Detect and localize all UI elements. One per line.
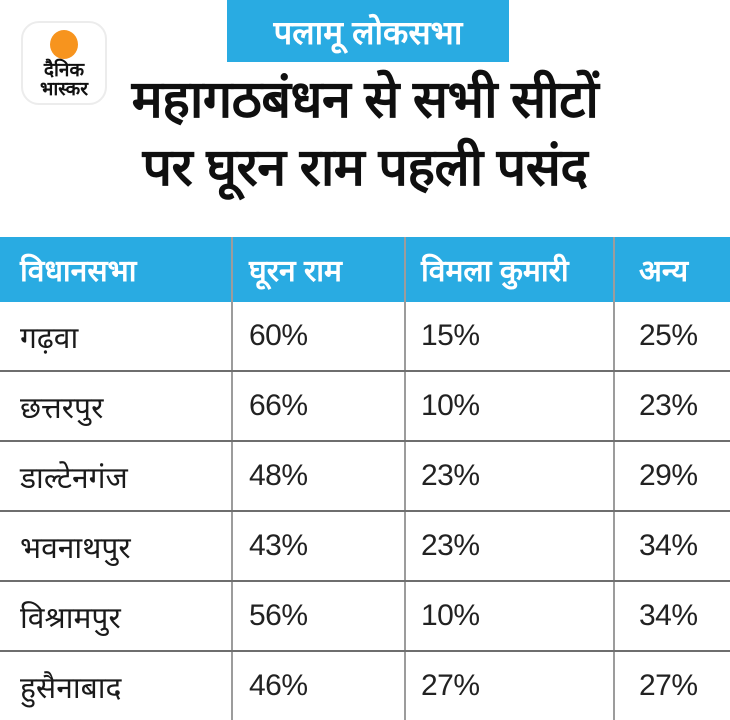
- value-ghuran-ram: 46%: [233, 652, 406, 720]
- value-others: 34%: [639, 599, 698, 632]
- table-row: गढ़वा 60% 15% 25%: [0, 302, 730, 370]
- table-row: हुसैनाबाद 46% 27% 27%: [0, 650, 730, 720]
- table-row: डाल्टेनगंज 48% 23% 29%: [0, 440, 730, 510]
- value-vimla-kumari: 23%: [406, 512, 615, 580]
- column-header-others: अन्य: [639, 255, 689, 288]
- assembly-name: गढ़वा: [0, 302, 233, 370]
- assembly-name: छत्तरपुर: [0, 372, 233, 440]
- value-others: 27%: [639, 669, 698, 702]
- headline-line2: पर घूरन राम पहली पसंद: [142, 139, 588, 197]
- assembly-name: भवनाथपुर: [0, 512, 233, 580]
- column-header-vimla-kumari: विमला कुमारी: [406, 237, 615, 302]
- headline-line1: महागठबंधन से सभी सीटों: [131, 71, 599, 129]
- value-others: 23%: [639, 389, 698, 422]
- column-header-ghuran-ram: घूरन राम: [233, 237, 406, 302]
- value-vimla-kumari: 23%: [406, 442, 615, 510]
- value-ghuran-ram: 48%: [233, 442, 406, 510]
- constituency-badge: पलामू लोकसभा: [227, 0, 509, 62]
- assembly-name: हुसैनाबाद: [0, 652, 233, 720]
- table-header-row: विधानसभा घूरन राम विमला कुमारी अन्य: [0, 237, 730, 302]
- assembly-name: डाल्टेनगंज: [0, 442, 233, 510]
- value-others: 34%: [639, 529, 698, 562]
- value-vimla-kumari: 27%: [406, 652, 615, 720]
- assembly-name: विश्रामपुर: [0, 582, 233, 650]
- poll-results-table: विधानसभा घूरन राम विमला कुमारी अन्य गढ़व…: [0, 237, 730, 720]
- logo-text-line1: दैनिक: [43, 60, 85, 81]
- value-others: 29%: [639, 459, 698, 492]
- table-row: विश्रामपुर 56% 10% 34%: [0, 580, 730, 650]
- value-vimla-kumari: 10%: [406, 582, 615, 650]
- column-header-assembly: विधानसभा: [0, 237, 233, 302]
- table-row: भवनाथपुर 43% 23% 34%: [0, 510, 730, 580]
- table-row: छत्तरपुर 66% 10% 23%: [0, 370, 730, 440]
- sun-icon: [50, 30, 78, 59]
- value-ghuran-ram: 66%: [233, 372, 406, 440]
- value-vimla-kumari: 10%: [406, 372, 615, 440]
- value-ghuran-ram: 60%: [233, 302, 406, 370]
- dainik-bhaskar-logo: दैनिक भास्कर: [21, 21, 107, 105]
- value-others: 25%: [639, 319, 698, 352]
- page-title: महागठबंधन से सभी सीटों पर घूरन राम पहली …: [0, 66, 730, 202]
- value-vimla-kumari: 15%: [406, 302, 615, 370]
- value-ghuran-ram: 43%: [233, 512, 406, 580]
- value-ghuran-ram: 56%: [233, 582, 406, 650]
- logo-text-line2: भास्कर: [39, 79, 89, 100]
